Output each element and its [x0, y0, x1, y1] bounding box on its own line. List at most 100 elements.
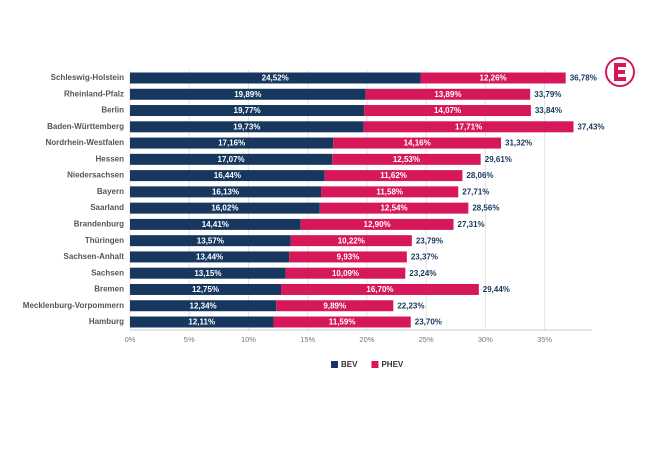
category-label: Baden-Württemberg — [47, 122, 124, 131]
bar-segment — [130, 218, 301, 230]
value-label: 11,58% — [376, 187, 403, 196]
x-tick-label: 0% — [125, 335, 136, 344]
total-label: 27,31% — [458, 220, 485, 229]
bar-segment — [365, 88, 531, 100]
bar-segment — [300, 218, 454, 230]
category-label: Niedersachsen — [67, 171, 124, 180]
bar-segment — [281, 283, 479, 295]
total-label: 29,44% — [483, 285, 510, 294]
total-label: 27,71% — [462, 187, 489, 196]
category-label: Hamburg — [89, 317, 124, 326]
bar-segment — [285, 267, 406, 279]
bar-segment — [273, 316, 411, 328]
bar-segment — [364, 105, 531, 117]
bar-segment — [130, 72, 421, 84]
bar-segment — [332, 153, 481, 165]
value-label: 24,52% — [262, 74, 289, 83]
value-label: 13,15% — [194, 269, 221, 278]
total-label: 37,43% — [577, 122, 604, 131]
category-label: Schleswig-Holstein — [51, 73, 124, 82]
category-label: Saarland — [90, 203, 124, 212]
legend-swatch — [371, 361, 379, 368]
total-label: 23,24% — [409, 269, 436, 278]
total-label: 28,06% — [466, 171, 493, 180]
total-label: 23,70% — [415, 318, 442, 327]
value-label: 14,07% — [434, 106, 461, 115]
bar-segment — [130, 316, 274, 328]
value-label: 16,13% — [212, 187, 239, 196]
bar-segment — [130, 137, 334, 149]
value-label: 16,70% — [366, 285, 393, 294]
value-label: 16,02% — [211, 204, 238, 213]
x-tick-label: 20% — [359, 335, 374, 344]
logo — [605, 57, 635, 87]
category-label: Sachsen-Anhalt — [64, 252, 125, 261]
bar-segment — [130, 300, 277, 312]
x-tick-label: 35% — [537, 335, 552, 344]
bar-segment — [363, 121, 574, 133]
value-label: 12,11% — [188, 318, 215, 327]
value-label: 14,41% — [202, 220, 229, 229]
legend-swatch — [331, 361, 338, 368]
category-label: Berlin — [101, 106, 124, 115]
total-label: 22,23% — [397, 301, 424, 310]
bar-segment — [130, 283, 282, 295]
value-label: 13,44% — [196, 253, 223, 262]
value-label: 11,59% — [329, 318, 356, 327]
value-label: 12,90% — [364, 220, 391, 229]
bar-segment — [319, 202, 469, 214]
x-tick-label: 25% — [419, 335, 434, 344]
category-label: Bayern — [97, 187, 124, 196]
value-label: 9,93% — [337, 253, 360, 262]
bar-segment — [321, 186, 459, 198]
bar-segment — [324, 170, 463, 182]
bar-segment — [130, 121, 364, 133]
value-label: 17,07% — [218, 155, 245, 164]
bar-segment — [290, 235, 412, 247]
value-label: 12,75% — [192, 285, 219, 294]
value-label: 17,16% — [218, 139, 245, 148]
total-label: 31,32% — [505, 139, 532, 148]
value-label: 14,16% — [404, 139, 431, 148]
total-label: 36,78% — [570, 74, 597, 83]
value-label: 11,62% — [380, 171, 407, 180]
total-label: 23,79% — [416, 236, 443, 245]
value-label: 9,89% — [323, 301, 346, 310]
value-label: 12,26% — [480, 74, 507, 83]
bar-segment — [130, 153, 333, 165]
bar-segment — [130, 105, 365, 117]
legend-label: BEV — [341, 360, 358, 369]
category-label: Bremen — [94, 285, 124, 294]
value-label: 12,53% — [393, 155, 420, 164]
bar-segment — [130, 251, 290, 263]
bar-segment — [289, 251, 407, 263]
value-label: 10,09% — [332, 269, 359, 278]
category-label: Hessen — [96, 154, 125, 163]
value-label: 12,34% — [190, 301, 217, 310]
bar-segment — [333, 137, 502, 149]
value-label: 16,44% — [214, 171, 241, 180]
bar-segment — [130, 88, 366, 100]
category-label: Rheinland-Pfalz — [64, 89, 124, 98]
x-tick-label: 15% — [300, 335, 315, 344]
value-label: 19,73% — [233, 122, 260, 131]
total-label: 23,37% — [411, 253, 438, 262]
value-label: 13,89% — [434, 90, 461, 99]
total-label: 33,79% — [534, 90, 561, 99]
x-tick-label: 5% — [184, 335, 195, 344]
value-label: 13,57% — [197, 236, 224, 245]
bar-segment — [130, 170, 325, 182]
bar-segment — [130, 235, 291, 247]
bar-segment — [130, 186, 322, 198]
bar-segment — [276, 300, 394, 312]
value-label: 19,77% — [234, 106, 261, 115]
bar-segment — [420, 72, 566, 84]
total-label: 29,61% — [485, 155, 512, 164]
total-label: 28,56% — [472, 204, 499, 213]
value-label: 17,71% — [455, 122, 482, 131]
category-label: Thüringen — [85, 236, 124, 245]
bar-segment — [130, 267, 286, 279]
value-label: 10,22% — [338, 236, 365, 245]
x-tick-label: 10% — [241, 335, 256, 344]
